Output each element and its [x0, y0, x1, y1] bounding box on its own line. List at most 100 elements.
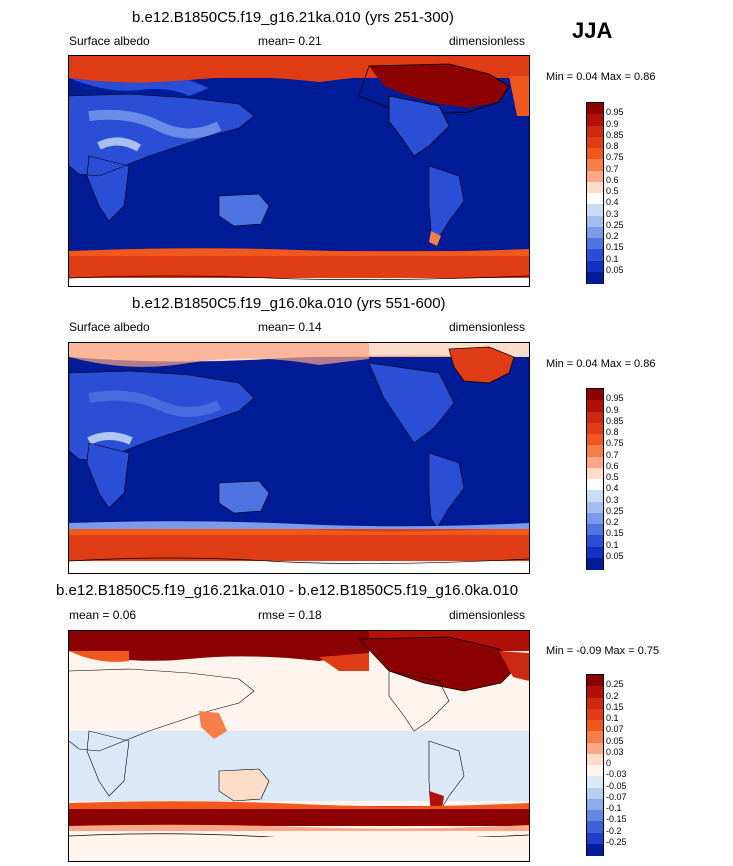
panel3-mean-label: mean = 0.06	[69, 608, 137, 622]
colorbar-tick-label: 0.1	[606, 713, 619, 723]
colorbar-swatch	[587, 411, 603, 424]
panel3-map	[68, 630, 530, 862]
colorbar-swatch	[587, 434, 603, 446]
colorbar-swatch	[587, 512, 603, 525]
panel2-units-label: dimensionless	[449, 320, 526, 334]
colorbar-tick-label: 0.25	[606, 219, 624, 230]
colorbar-swatch	[587, 501, 603, 514]
colorbar-swatch	[587, 524, 603, 536]
colorbar-swatch	[587, 125, 603, 138]
colorbar-swatch	[587, 753, 603, 766]
colorbar-tick-label: 0.95	[606, 393, 624, 404]
colorbar-swatch	[587, 731, 603, 743]
colorbar-tick-label: 0.15	[606, 701, 624, 712]
colorbar-tick-label: 0.8	[606, 427, 619, 437]
colorbar-tick-label: 0.05	[606, 264, 624, 275]
colorbar-tick-label: 0.05	[606, 735, 624, 746]
colorbar-swatch	[587, 400, 603, 412]
colorbar-swatch	[587, 204, 603, 216]
colorbar-swatch	[587, 832, 603, 845]
colorbar-tick-label: 0.85	[606, 129, 624, 140]
colorbar-swatch	[587, 148, 603, 160]
colorbar-swatch	[587, 535, 603, 547]
panel1-units-label: dimensionless	[449, 34, 526, 48]
panel3-rmse-label: rmse = 0.18	[258, 608, 322, 622]
colorbar-tick-label: 0.07	[606, 724, 624, 735]
colorbar-tick-label: 0.95	[606, 107, 624, 118]
panel3-title: b.e12.B1850C5.f19_g16.21ka.010 - b.e12.B…	[56, 582, 519, 599]
colorbar-swatch	[587, 720, 603, 732]
colorbar-swatch	[587, 215, 603, 228]
colorbar-swatch	[587, 742, 603, 755]
colorbar-swatch	[587, 260, 603, 273]
colorbar-tick-label: -0.2	[606, 825, 622, 836]
colorbar-swatch	[587, 445, 603, 457]
colorbar-swatch	[587, 708, 603, 721]
colorbar-tick-label: 0.25	[606, 679, 624, 690]
colorbar-tick-label: 0.25	[606, 505, 624, 516]
panel1-left-label: Surface albedo	[69, 34, 150, 48]
panel3-colorbar	[586, 674, 604, 856]
colorbar-tick-label: 0.15	[606, 528, 624, 539]
colorbar-swatch	[587, 798, 603, 811]
panel1-map-svg	[69, 56, 529, 286]
panel2-minmax: Min = 0.04 Max = 0.86	[546, 358, 656, 370]
colorbar-tick-label: 0.75	[606, 152, 624, 163]
colorbar-swatch	[587, 114, 603, 126]
colorbar-swatch	[587, 136, 603, 149]
colorbar-tick-label: 0.15	[606, 242, 624, 253]
colorbar-swatch	[587, 479, 603, 491]
colorbar-tick-label: 0.75	[606, 438, 624, 449]
colorbar-swatch	[587, 765, 603, 777]
colorbar-tick-label: 0.8	[606, 141, 619, 151]
colorbar-tick-label: 0.3	[606, 494, 619, 505]
colorbar-swatch	[587, 226, 603, 239]
panel2-colorbar	[586, 388, 604, 570]
colorbar-tick-label: 0.2	[606, 231, 619, 241]
season-label: JJA	[572, 18, 613, 43]
colorbar-swatch	[587, 103, 603, 115]
panel2-map-svg	[69, 343, 529, 573]
colorbar-swatch	[587, 843, 603, 856]
colorbar-swatch	[587, 181, 603, 194]
panel2-mean-label: mean= 0.14	[258, 320, 322, 334]
colorbar-tick-label: -0.03	[606, 769, 627, 780]
colorbar-swatch	[587, 776, 603, 788]
colorbar-swatch	[587, 238, 603, 250]
colorbar-tick-label: 0.9	[606, 404, 619, 415]
panel1-colorbar	[586, 102, 604, 284]
colorbar-swatch	[587, 389, 603, 401]
colorbar-swatch	[587, 456, 603, 469]
panel1-title: b.e12.B1850C5.f19_g16.21ka.010 (yrs 251-…	[132, 9, 454, 26]
colorbar-tick-label: 0.2	[606, 690, 619, 701]
colorbar-tick-label: 0.4	[606, 197, 619, 208]
colorbar-tick-label: 0.4	[606, 483, 619, 494]
colorbar-swatch	[587, 557, 603, 570]
panel3-map-svg	[69, 631, 529, 861]
colorbar-tick-label: 0.7	[606, 449, 619, 460]
panel1-minmax: Min = 0.04 Max = 0.86	[546, 71, 656, 83]
colorbar-swatch	[587, 271, 603, 284]
colorbar-swatch	[587, 193, 603, 205]
panel2-title: b.e12.B1850C5.f19_g16.0ka.010 (yrs 551-6…	[132, 295, 446, 312]
colorbar-swatch	[587, 422, 603, 435]
panel1-mean-label: mean= 0.21	[258, 34, 322, 48]
colorbar-swatch	[587, 170, 603, 183]
colorbar-tick-label: -0.07	[606, 791, 627, 802]
colorbar-tick-label: -0.1	[606, 803, 622, 813]
colorbar-tick-label: -0.25	[606, 836, 627, 847]
panel2-map	[68, 342, 530, 574]
colorbar-tick-label: 0.6	[606, 174, 619, 185]
colorbar-tick-label: 0.03	[606, 746, 624, 757]
colorbar-tick-label: 0.3	[606, 208, 619, 219]
colorbar-tick-label: 0.9	[606, 118, 619, 129]
colorbar-swatch	[587, 697, 603, 710]
panel2-left-label: Surface albedo	[69, 320, 150, 334]
colorbar-tick-label: 0.5	[606, 472, 619, 482]
colorbar-swatch	[587, 546, 603, 559]
colorbar-tick-label: 0.2	[606, 517, 619, 527]
colorbar-swatch	[587, 686, 603, 698]
colorbar-tick-label: 0.05	[606, 550, 624, 561]
panel3-minmax: Min = -0.09 Max = 0.75	[546, 645, 660, 657]
colorbar-tick-label: 0.6	[606, 460, 619, 471]
